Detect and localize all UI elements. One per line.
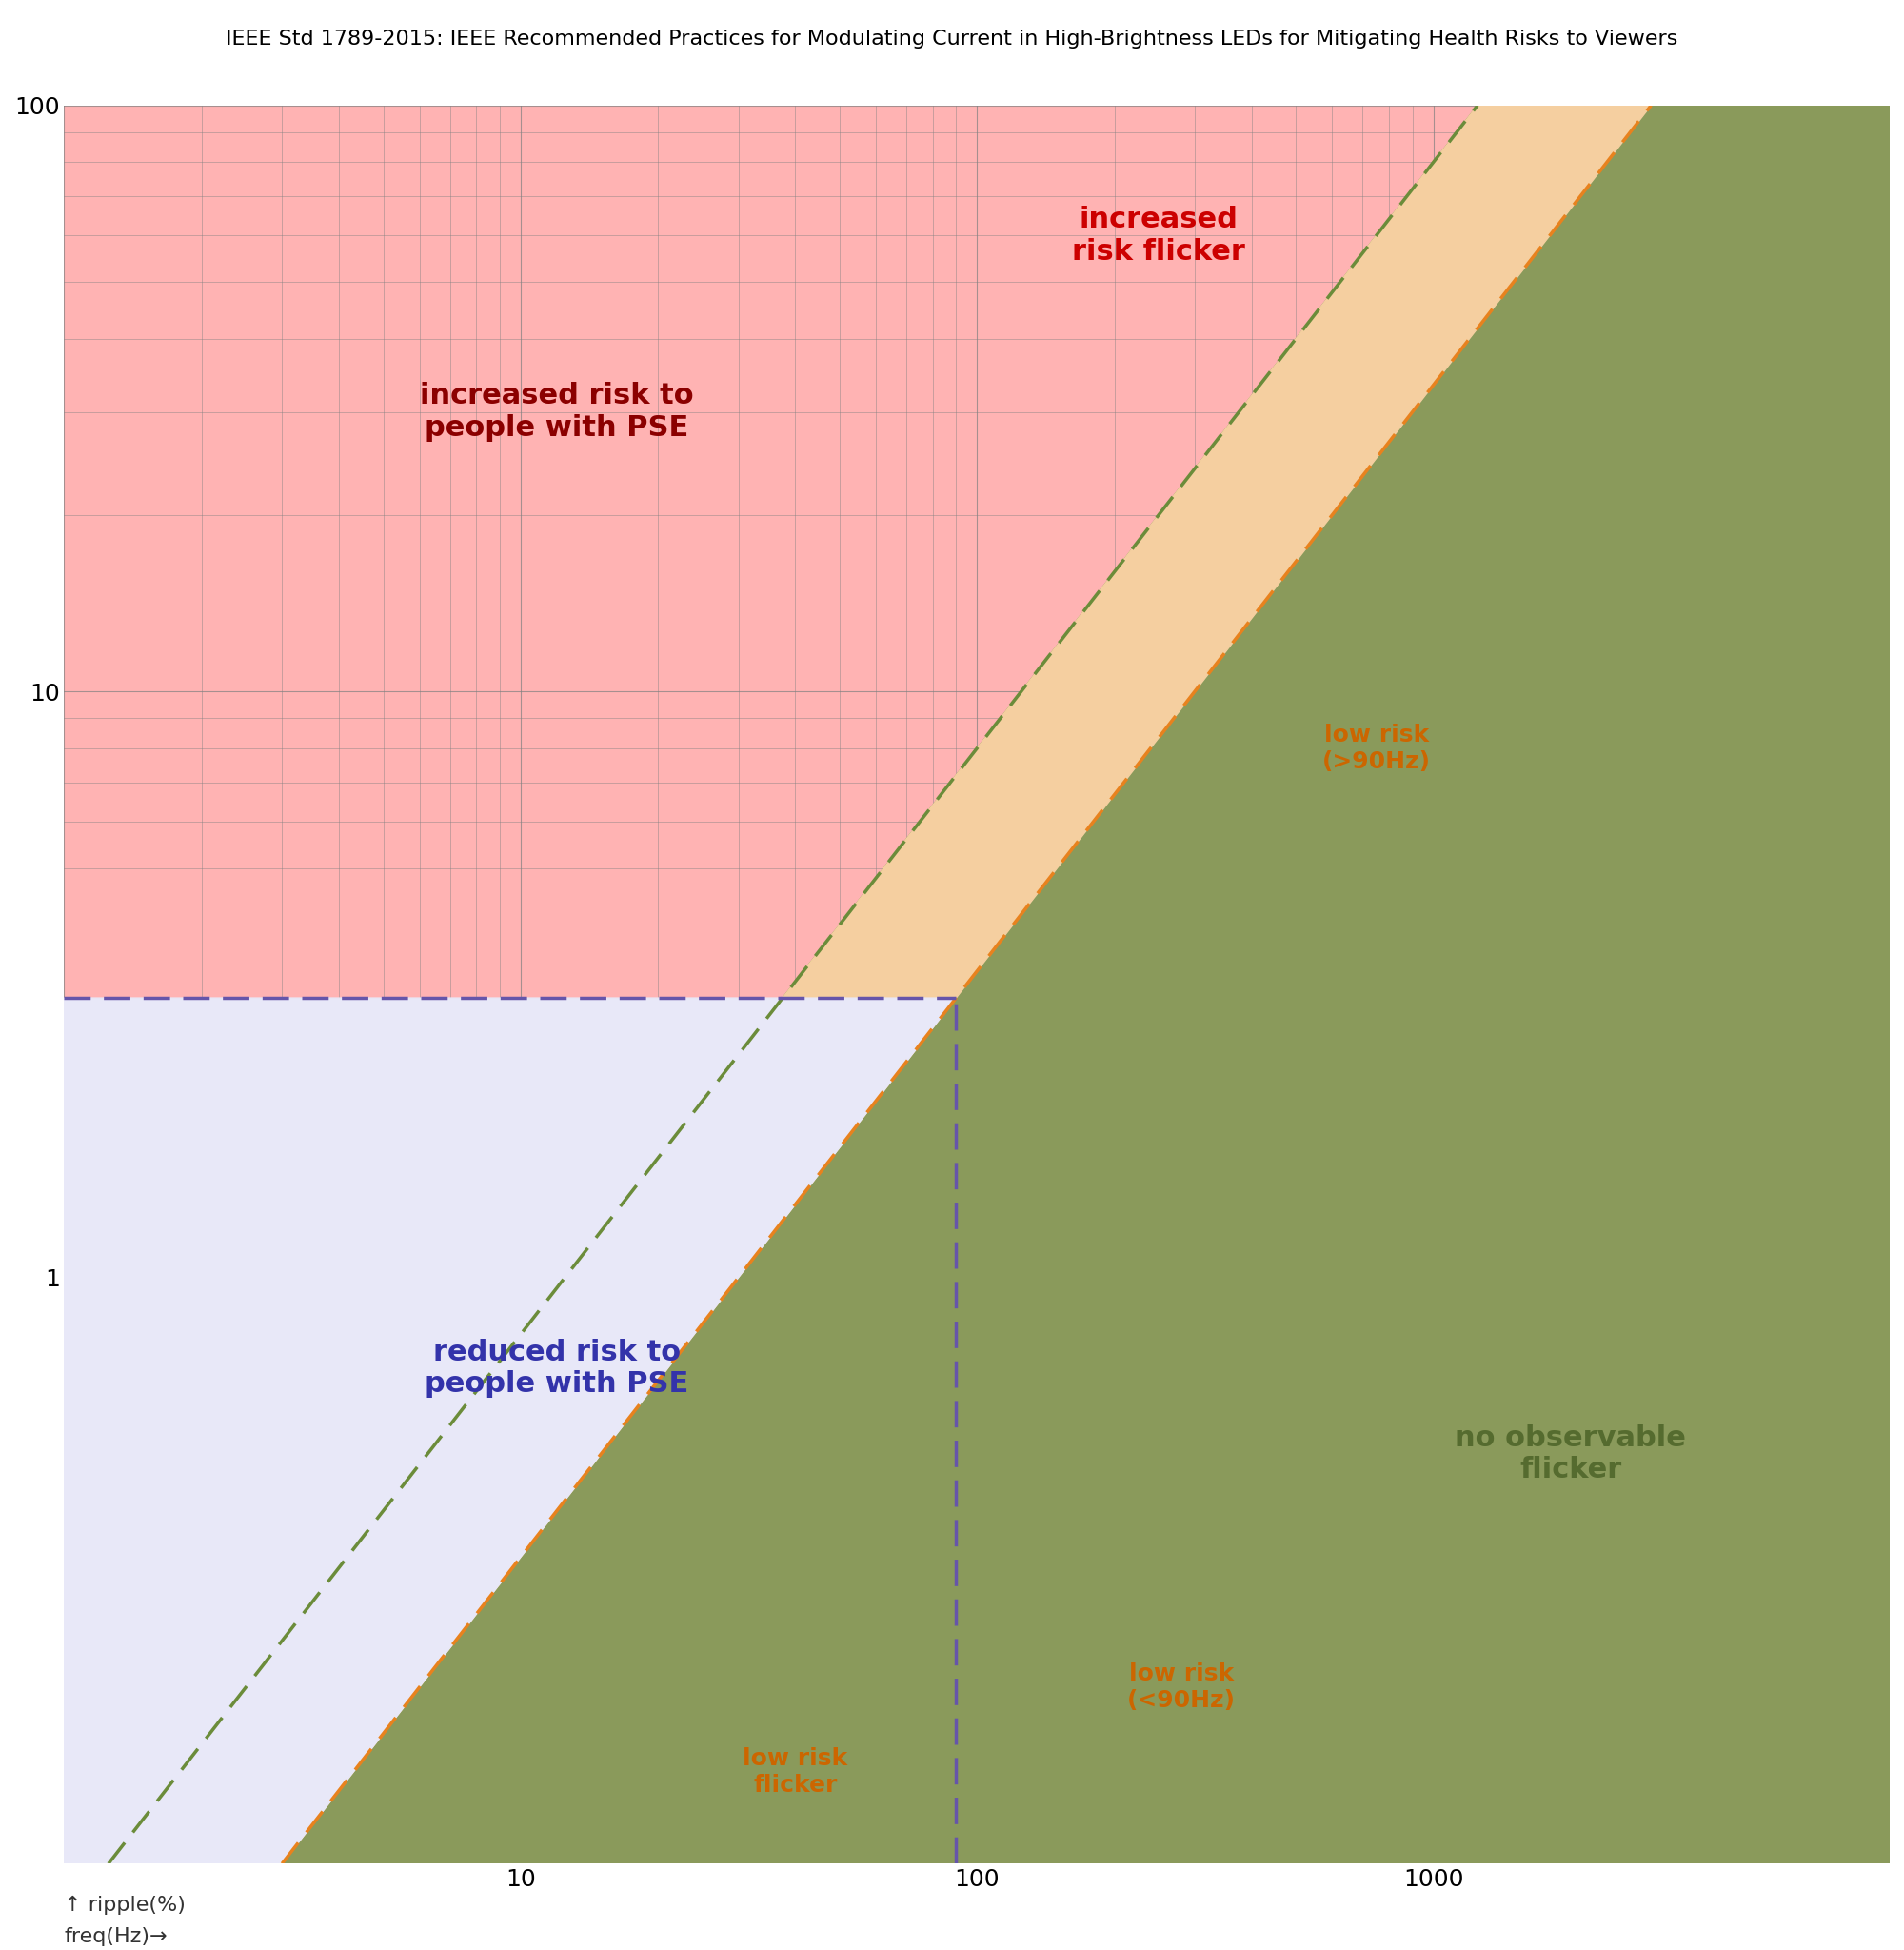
Polygon shape	[109, 105, 1651, 1864]
Text: freq(Hz)→: freq(Hz)→	[65, 1927, 168, 1946]
Polygon shape	[65, 105, 1889, 1864]
Text: low risk
(<90Hz): low risk (<90Hz)	[1127, 1663, 1236, 1712]
Text: low risk
(>90Hz): low risk (>90Hz)	[1321, 723, 1430, 772]
Text: IEEE Std 1789-2015: IEEE Recommended Practices for Modulating Current in High-Br: IEEE Std 1789-2015: IEEE Recommended Pra…	[227, 29, 1677, 49]
Text: ↑ ripple(%): ↑ ripple(%)	[65, 1895, 187, 1915]
Polygon shape	[109, 105, 1889, 1864]
Text: no observable
flicker: no observable flicker	[1455, 1424, 1687, 1484]
Polygon shape	[65, 998, 956, 1864]
Text: low risk
flicker: low risk flicker	[743, 1747, 847, 1796]
Text: reduced risk to
people with PSE: reduced risk to people with PSE	[425, 1338, 689, 1398]
Text: increased risk to
people with PSE: increased risk to people with PSE	[421, 382, 693, 441]
Text: increased
risk flicker: increased risk flicker	[1072, 205, 1245, 265]
